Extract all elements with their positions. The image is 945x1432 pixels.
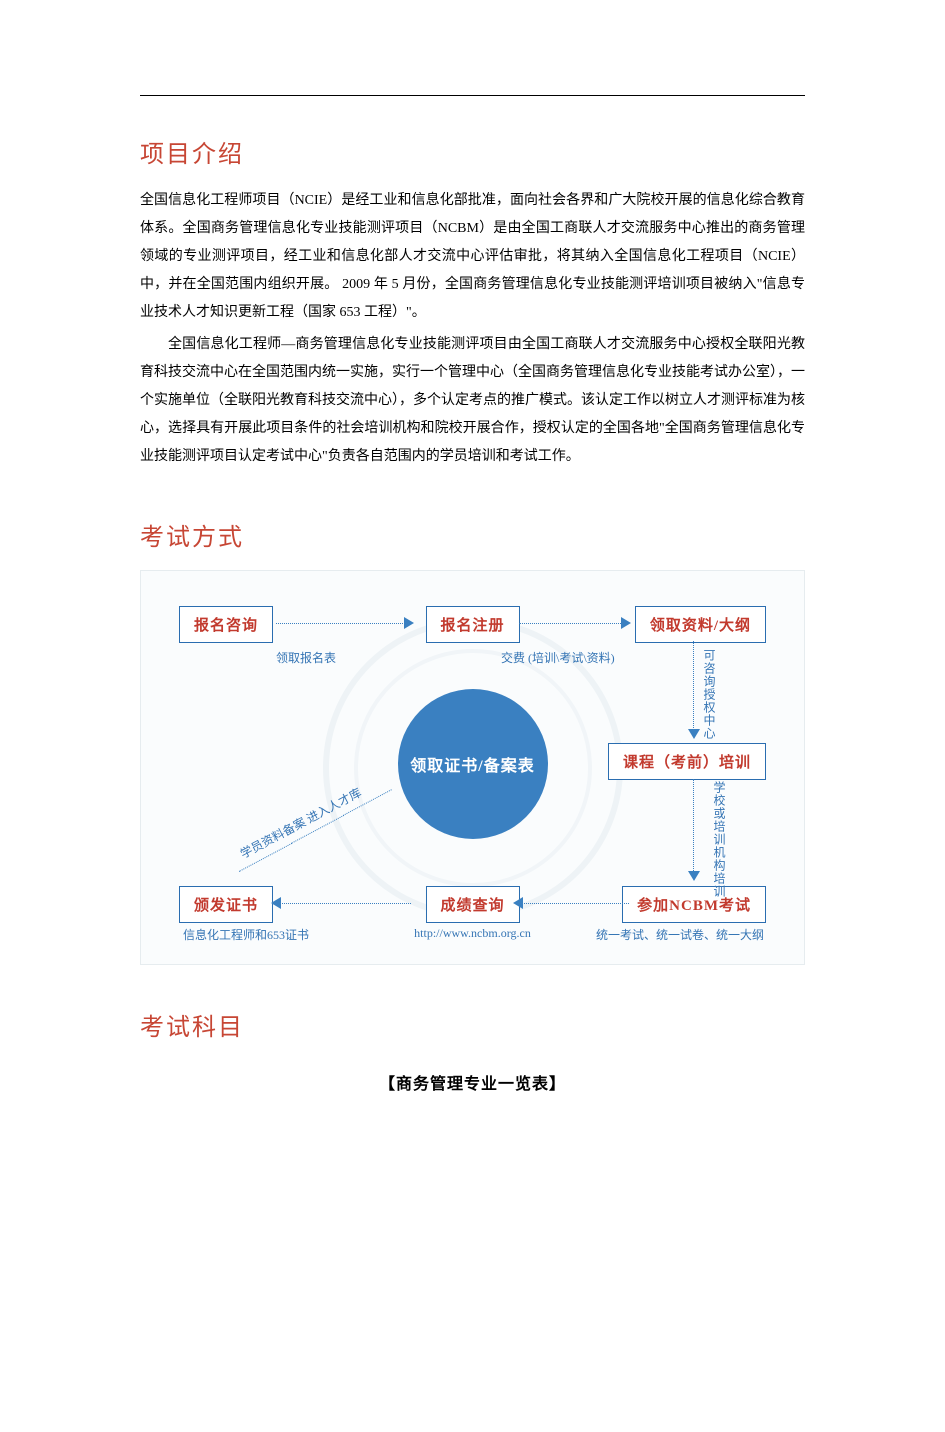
flow-sub-6: http://www.ncbm.org.cn	[414, 926, 531, 941]
flow-arrow	[688, 729, 700, 739]
flow-connector	[693, 641, 694, 736]
flow-arrow	[513, 897, 523, 909]
flow-connector	[276, 903, 411, 904]
flow-node-6: 成绩查询	[425, 886, 519, 923]
content: 项目介绍 全国信息化工程师项目（NCIE）是经工业和信息化部批准，面向社会各界和…	[140, 134, 805, 1094]
section-title-method: 考试方式	[140, 517, 805, 552]
flow-sub-1: 领取报名表	[276, 649, 336, 666]
section-title-subjects: 考试科目	[140, 1007, 805, 1042]
subjects-table-title: 【商务管理专业一览表】	[140, 1070, 805, 1094]
flow-node-1: 报名咨询	[179, 606, 273, 643]
flow-node-4: 课程（考前）培训	[608, 743, 766, 780]
flow-node-3: 领取资料/大纲	[635, 606, 766, 643]
flow-sub-2: 交费 (培训\考试\资料)	[501, 649, 615, 666]
flow-sub-4: 学校或培训机构培训	[710, 781, 726, 898]
flow-sub-5: 统一考试、统一试卷、统一大纲	[596, 926, 764, 943]
flow-center-circle: 领取证书/备案表	[398, 689, 548, 839]
flow-connector	[276, 623, 411, 624]
flow-arrow	[271, 897, 281, 909]
flow-arrow	[688, 871, 700, 881]
exam-flow-diagram: 领取证书/备案表 报名咨询 报名注册 领取资料/大纲 课程（考前）培训 参加NC…	[140, 570, 805, 965]
flow-sub-7: 信息化工程师和653证书	[183, 926, 309, 943]
section-title-intro: 项目介绍	[140, 134, 805, 169]
flow-sub-3: 可咨询授权中心	[700, 649, 716, 740]
flow-node-5: 参加NCBM考试	[622, 886, 766, 923]
flow-node-2: 报名注册	[425, 606, 519, 643]
flow-connector	[519, 903, 629, 904]
flow-connector	[693, 779, 694, 879]
intro-para-1: 全国信息化工程师项目（NCIE）是经工业和信息化部批准，面向社会各界和广大院校开…	[140, 187, 805, 327]
flow-arrow	[621, 617, 631, 629]
flow-node-7: 颁发证书	[179, 886, 273, 923]
intro-para-2: 全国信息化工程师—商务管理信息化专业技能测评项目由全国工商联人才交流服务中心授权…	[140, 331, 805, 471]
top-rule	[140, 95, 805, 96]
flow-connector	[519, 623, 629, 624]
flow-arrow	[404, 617, 414, 629]
